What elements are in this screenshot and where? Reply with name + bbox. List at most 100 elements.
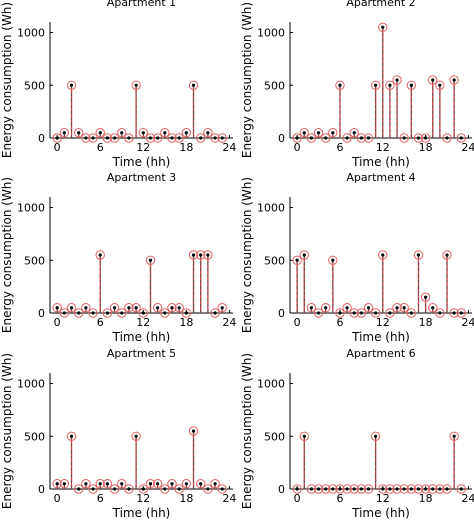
marker-dot <box>388 487 392 491</box>
stem-point <box>342 484 352 494</box>
stem-point <box>385 484 395 494</box>
stem-point <box>102 133 113 143</box>
stem-point <box>342 303 352 313</box>
x-tick-label: 0 <box>294 141 301 154</box>
marker-dot <box>352 487 356 491</box>
stem-point <box>217 133 227 143</box>
marker-ring <box>378 484 388 494</box>
marker-ring <box>145 133 156 143</box>
marker-ring <box>160 128 170 138</box>
marker-ring <box>81 479 91 489</box>
marker-dot <box>206 253 210 257</box>
marker-dot <box>459 136 463 140</box>
stem-point <box>74 128 84 138</box>
marker-dot <box>163 487 167 491</box>
marker-ring <box>138 308 148 318</box>
stem-point <box>117 308 127 318</box>
stem-point <box>435 484 445 494</box>
y-tick-label: 1000 <box>17 27 45 40</box>
stem-point <box>356 133 367 143</box>
marker-ring <box>145 255 156 265</box>
marker-dot <box>141 131 145 135</box>
x-tick-label: 6 <box>336 141 343 154</box>
marker-dot <box>69 83 74 87</box>
stem-point <box>420 292 431 313</box>
subplot-apartment-1: Apartment 1 0 500 1000 0 6 12 18 24 Time (hh) Ener… <box>0 0 236 169</box>
marker-dot <box>184 131 188 135</box>
x-tick-label: 12 <box>376 141 390 154</box>
stem-point <box>406 484 417 494</box>
marker-ring <box>392 75 402 85</box>
marker-ring <box>456 133 466 143</box>
x-tick-label: 24 <box>461 316 474 329</box>
stem-point <box>299 128 309 138</box>
marker-ring <box>449 308 459 318</box>
marker-ring <box>217 484 227 494</box>
marker-dot <box>84 482 88 486</box>
stem-point <box>328 128 338 138</box>
x-tick-label: 6 <box>336 316 343 329</box>
marker-dot <box>84 136 88 140</box>
x-tick-label: 12 <box>136 492 150 505</box>
stem-point <box>313 128 324 138</box>
marker-ring <box>210 133 220 143</box>
stem-point <box>449 431 459 489</box>
marker-dot <box>452 311 456 315</box>
marker-ring <box>335 484 345 494</box>
marker-dot <box>62 131 66 135</box>
marker-ring <box>117 128 127 138</box>
marker-ring <box>328 484 338 494</box>
marker-ring <box>292 255 302 265</box>
stem-point <box>349 128 359 138</box>
y-tick-label: 0 <box>38 483 45 496</box>
marker-dot <box>302 131 306 135</box>
marker-dot <box>309 136 314 140</box>
x-tick-label: 12 <box>376 492 390 505</box>
marker-dot <box>91 487 95 491</box>
y-tick-label: 500 <box>264 79 285 92</box>
stem-point <box>66 80 77 138</box>
marker-ring <box>109 303 120 313</box>
marker-dot <box>324 306 328 310</box>
y-tick-label: 0 <box>38 307 45 320</box>
stem-point <box>292 133 302 143</box>
x-tick-label: 0 <box>54 316 61 329</box>
marker-ring <box>152 479 163 489</box>
stem-point <box>428 484 438 494</box>
y-tick-label: 500 <box>24 79 45 92</box>
x-tick-label: 24 <box>461 141 474 154</box>
marker-ring <box>435 308 445 318</box>
marker-ring <box>88 133 98 143</box>
stem-point <box>74 484 84 494</box>
stem-point <box>335 80 345 138</box>
stem-point <box>456 308 466 318</box>
stem-point <box>378 250 388 313</box>
marker-ring <box>160 308 170 318</box>
marker-dot <box>438 311 442 315</box>
stem-point <box>88 133 98 143</box>
stem-point <box>399 303 409 313</box>
marker-dot <box>98 482 102 486</box>
stem-point <box>188 250 199 313</box>
marker-dot <box>409 83 413 87</box>
stem-point <box>428 75 438 138</box>
marker-dot <box>302 253 306 257</box>
marker-dot <box>77 311 81 315</box>
marker-dot <box>134 434 138 438</box>
y-axis-label: Energy consumption (Wh) <box>0 177 14 333</box>
marker-ring <box>342 303 352 313</box>
stem-point <box>299 250 309 313</box>
stem-point <box>167 133 177 143</box>
marker-ring <box>102 479 113 489</box>
marker-ring <box>442 484 452 494</box>
subplot-apartment-2: Apartment 2 0 500 1000 0 6 12 18 24 Time (hh) Ener… <box>240 0 474 169</box>
marker-ring <box>59 128 70 138</box>
marker-dot <box>191 253 196 257</box>
x-tick-label: 6 <box>97 492 104 505</box>
marker-dot <box>409 311 413 315</box>
marker-ring <box>420 292 431 302</box>
stem-point <box>413 484 424 494</box>
stem-point <box>399 484 409 494</box>
marker-ring <box>456 308 466 318</box>
y-tick-label: 1000 <box>17 378 45 391</box>
